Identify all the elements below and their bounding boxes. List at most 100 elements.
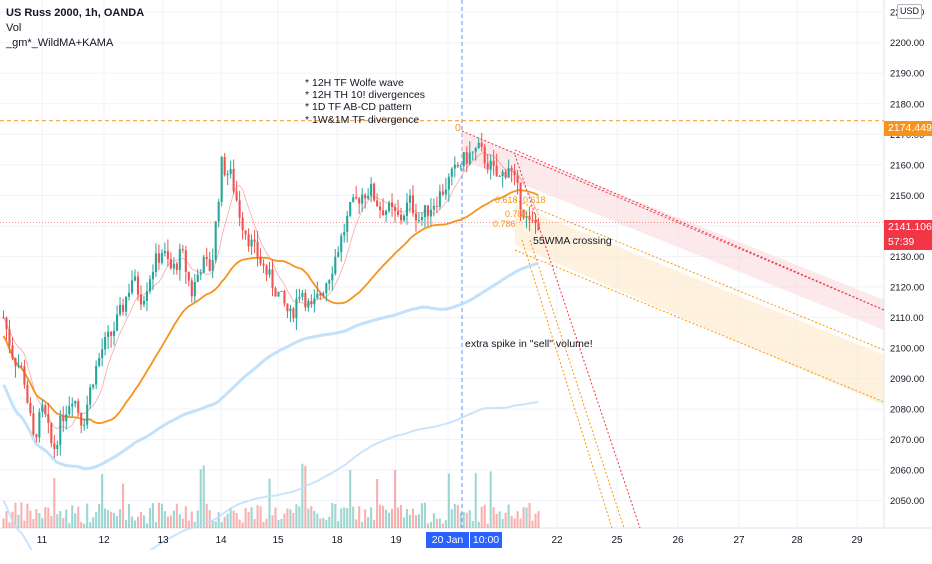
candle-body xyxy=(465,152,468,165)
fib-label: 0.786 xyxy=(493,219,516,229)
volume-bar xyxy=(184,506,187,528)
candle-body xyxy=(26,384,29,403)
time-tick-label: 26 xyxy=(672,535,684,546)
candle-body xyxy=(151,271,154,280)
price-axis[interactable]: 2050.00 2060.00 2070.00 2080.00 2090.00 2100.… xyxy=(890,8,924,507)
volume-bar xyxy=(480,506,483,528)
candle-body xyxy=(178,249,181,271)
note-line: * 1W&1M TF divergence xyxy=(305,113,420,126)
candle-body xyxy=(217,201,220,222)
volume-bar xyxy=(355,519,358,528)
candle-body xyxy=(8,329,11,346)
volume-bar xyxy=(447,473,450,528)
volume-bar xyxy=(101,473,104,528)
volume-indicator-label[interactable]: Vol xyxy=(6,22,22,34)
candle-body xyxy=(44,405,47,415)
volume-bar xyxy=(343,507,346,528)
current-price-tag: 2141.106 xyxy=(884,220,932,235)
volume-bar xyxy=(38,513,41,528)
price-tick-label: 2110.00 xyxy=(890,313,924,324)
volume-bar xyxy=(313,510,316,528)
time-tick-label: 18 xyxy=(331,535,343,546)
candle-body xyxy=(522,209,525,218)
level-lines xyxy=(0,120,884,223)
volume-bar xyxy=(136,516,140,528)
volume-bar xyxy=(417,514,420,528)
volume-bar xyxy=(385,509,388,528)
currency-badge[interactable]: USD xyxy=(897,4,922,19)
candle-body xyxy=(328,280,331,284)
chart-canvas[interactable]: 2050.00 2060.00 2070.00 2080.00 2090.00 2100.… xyxy=(0,0,932,550)
volume-bar xyxy=(110,511,113,528)
candle-body xyxy=(408,195,412,203)
volume-bar xyxy=(310,506,313,528)
volume-bar xyxy=(483,504,486,528)
chart-legend: US Russ 2000, 1h, OANDA Vol _gm*_WildMA+… xyxy=(6,6,144,51)
candle-body xyxy=(349,201,352,216)
volume-bar xyxy=(370,507,373,528)
candle-body xyxy=(53,443,56,449)
volume-bar xyxy=(504,512,507,528)
volume-bar xyxy=(199,469,202,528)
price-tick-label: 2130.00 xyxy=(890,252,924,263)
candle-body xyxy=(86,404,89,425)
candle-body xyxy=(420,217,423,220)
candle-body xyxy=(396,211,400,215)
candle-body xyxy=(405,202,409,216)
volume-bar xyxy=(361,521,364,528)
volume-bar xyxy=(71,505,74,528)
candle-body xyxy=(2,317,5,319)
candle-body xyxy=(361,194,364,204)
volume-bar xyxy=(217,512,220,528)
candle-body xyxy=(531,219,534,221)
volume-bar xyxy=(145,523,149,528)
volume-bar xyxy=(181,518,184,528)
wma-crossing-note: 55WMA crossing xyxy=(533,235,612,247)
volume-bar xyxy=(337,521,340,528)
ma-indicator-label[interactable]: _gm*_WildMA+KAMA xyxy=(6,37,114,49)
candle-body xyxy=(172,263,175,269)
candle-body xyxy=(65,414,68,422)
candle-body xyxy=(235,191,238,201)
volume-bar xyxy=(92,517,95,528)
candle-body xyxy=(271,269,274,289)
volume-bar xyxy=(477,521,480,528)
volume-bar xyxy=(56,514,59,528)
candle-body xyxy=(130,280,134,293)
candle-body xyxy=(80,412,83,426)
volume-bar xyxy=(26,503,29,528)
candle-body xyxy=(459,166,462,168)
candle-body xyxy=(337,252,340,257)
candle-body xyxy=(241,217,244,231)
volume-bar xyxy=(268,478,271,528)
volume-bar xyxy=(522,507,525,528)
candle-body xyxy=(223,156,226,176)
volume-bar xyxy=(53,478,56,528)
candle-body xyxy=(265,265,268,275)
volume-bar xyxy=(465,512,468,528)
volume-bar xyxy=(388,512,391,528)
volume-bar xyxy=(492,507,495,528)
volume-bar xyxy=(83,523,86,528)
volume-bar xyxy=(116,515,119,528)
volume-bar xyxy=(74,513,77,528)
volume-bar xyxy=(65,509,68,528)
candle-body xyxy=(331,273,334,281)
time-tick-label: 29 xyxy=(851,535,863,546)
symbol-title[interactable]: US Russ 2000, 1h, OANDA xyxy=(6,7,145,19)
volume-bar xyxy=(169,515,172,528)
volume-bar xyxy=(459,512,462,528)
candle-body xyxy=(145,291,149,301)
volume-ma-line xyxy=(2,400,539,550)
volume-bar xyxy=(286,508,289,528)
volume-bar xyxy=(250,507,253,528)
volume-bar xyxy=(157,502,160,528)
time-tick-label: 15 xyxy=(272,535,284,546)
grid-lines xyxy=(0,0,932,529)
volume-bar xyxy=(20,502,23,528)
volume-bar xyxy=(438,518,441,528)
volume-bar xyxy=(429,521,432,528)
candle-body xyxy=(220,156,223,202)
candle-body xyxy=(205,256,208,260)
